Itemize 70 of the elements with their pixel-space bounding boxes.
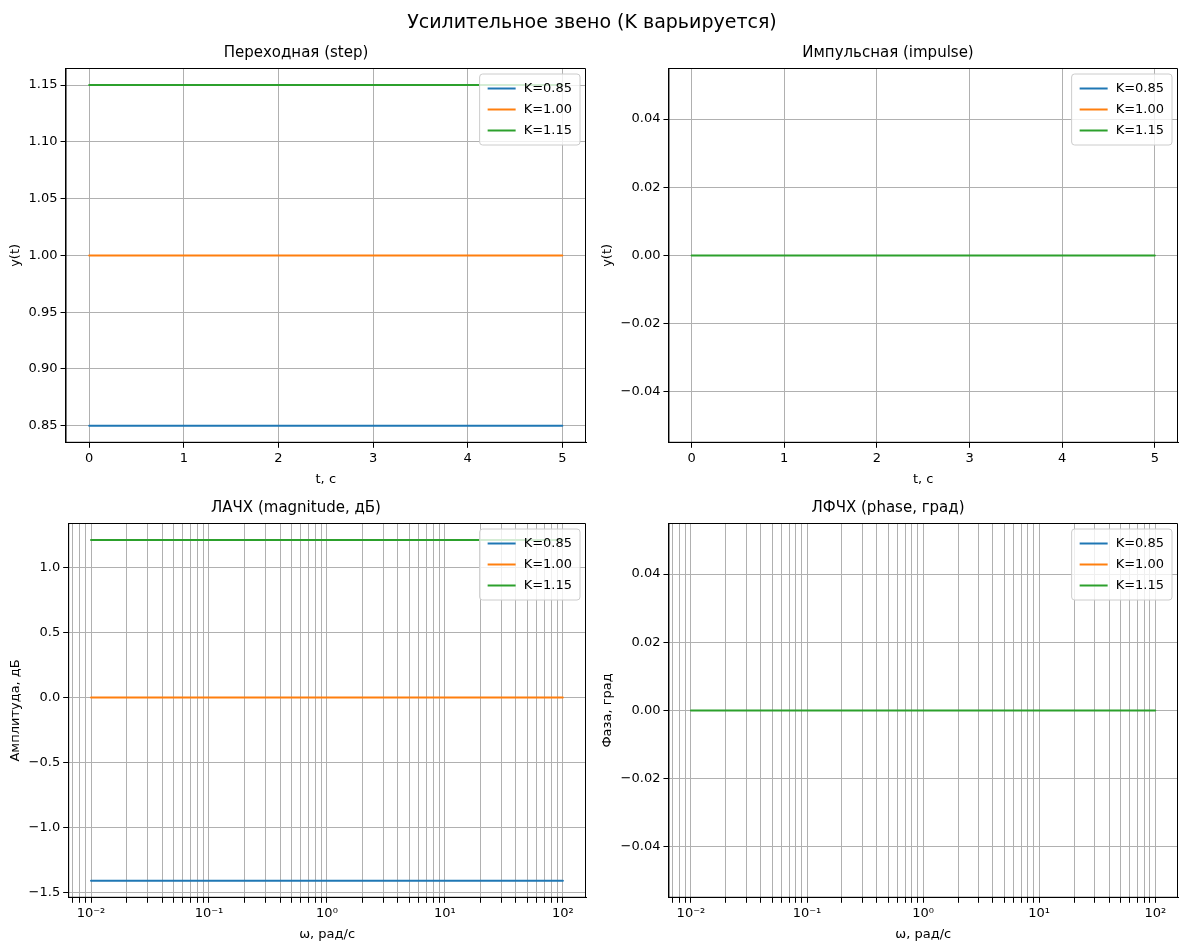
y-tick-label: −0.04 bbox=[620, 838, 661, 854]
y-tick-label: 0.04 bbox=[631, 565, 661, 581]
y-tick-label: 1.0 bbox=[39, 559, 61, 575]
x-tick-label: 4 bbox=[463, 449, 472, 465]
x-tick-label: 2 bbox=[274, 449, 283, 465]
y-tick-label: 1.15 bbox=[28, 76, 58, 92]
x-tick-label: 4 bbox=[1058, 449, 1067, 465]
chart-title: Импульсная (impulse) bbox=[802, 42, 974, 61]
y-tick-label: 0.00 bbox=[631, 246, 661, 262]
x-tick-label: 0 bbox=[85, 449, 94, 465]
legend-label: K=1.00 bbox=[1115, 100, 1165, 116]
x-tick-label: 10⁻² bbox=[76, 904, 106, 920]
chart-title: Переходная (step) bbox=[223, 42, 369, 61]
legend-label: K=0.85 bbox=[523, 534, 573, 550]
y-tick-label: −0.5 bbox=[28, 753, 61, 769]
y-tick-label: 0.00 bbox=[631, 701, 661, 717]
legend-label: K=0.85 bbox=[523, 79, 573, 95]
legend-label: K=1.00 bbox=[1115, 555, 1165, 571]
y-tick-label: 0.0 bbox=[39, 688, 61, 704]
y-tick-label: 0.04 bbox=[631, 110, 661, 126]
legend-label: K=1.15 bbox=[1115, 121, 1165, 137]
text: Усилительное звено (K варьируется) bbox=[406, 9, 778, 34]
legend-label: K=1.15 bbox=[523, 121, 573, 137]
y-tick-label: 0.85 bbox=[28, 417, 58, 433]
y-tick-label: −1.5 bbox=[28, 883, 61, 899]
x-tick-label: 10² bbox=[552, 904, 574, 920]
x-tick-label: 10¹ bbox=[1028, 904, 1051, 920]
x-axis-title: ω, рад/с bbox=[299, 925, 356, 941]
y-tick-label: 0.02 bbox=[631, 178, 661, 194]
x-tick-label: 5 bbox=[1150, 449, 1159, 465]
y-axis-title: Фаза, град bbox=[599, 673, 615, 748]
y-tick-label: 1.00 bbox=[28, 246, 58, 262]
x-axis-title: ω, рад/с bbox=[895, 925, 952, 941]
x-tick-label: 10⁰ bbox=[316, 904, 338, 920]
y-tick-label: 1.10 bbox=[28, 133, 58, 149]
y-tick-label: 0.02 bbox=[631, 633, 661, 649]
x-tick-label: 1 bbox=[780, 449, 789, 465]
legend-label: K=1.00 bbox=[523, 100, 573, 116]
y-tick-label: 1.05 bbox=[28, 189, 58, 205]
x-axis-title: t, с bbox=[912, 470, 934, 486]
legend-label: K=1.15 bbox=[523, 576, 573, 592]
y-tick-label: −0.04 bbox=[620, 383, 661, 399]
y-tick-label: 0.90 bbox=[28, 360, 58, 376]
x-tick-label: 3 bbox=[965, 449, 974, 465]
x-tick-label: 10⁰ bbox=[912, 904, 934, 920]
legend-label: K=1.15 bbox=[1115, 576, 1165, 592]
x-tick-label: 2 bbox=[872, 449, 882, 465]
x-tick-label: 10⁻¹ bbox=[194, 904, 224, 920]
y-tick-label: −0.02 bbox=[620, 769, 661, 785]
y-axis-title: y(t) bbox=[599, 243, 615, 267]
chart-title: ЛФЧХ (phase, град) bbox=[811, 497, 965, 516]
y-axis-title: Амплитуда, дБ bbox=[7, 659, 23, 762]
x-tick-label: 10² bbox=[1144, 904, 1167, 920]
chart-title: ЛАЧХ (magnitude, дБ) bbox=[211, 497, 381, 516]
x-tick-label: 10⁻² bbox=[676, 904, 706, 920]
y-tick-label: −0.02 bbox=[620, 314, 661, 330]
x-tick-label: 10⁻¹ bbox=[792, 904, 822, 920]
x-tick-label: 0 bbox=[687, 449, 696, 465]
x-tick-label: 5 bbox=[558, 449, 567, 465]
x-tick-label: 3 bbox=[368, 449, 378, 465]
legend-label: K=0.85 bbox=[1115, 534, 1165, 550]
x-axis-title: t, с bbox=[315, 470, 337, 486]
x-tick-label: 10¹ bbox=[434, 904, 456, 920]
legend-label: K=1.00 bbox=[523, 555, 573, 571]
x-tick-label: 1 bbox=[179, 449, 188, 465]
y-tick-label: 0.5 bbox=[39, 624, 61, 640]
legend-label: K=0.85 bbox=[1115, 79, 1165, 95]
y-tick-label: 0.95 bbox=[28, 303, 58, 319]
y-axis-title: y(t) bbox=[7, 243, 23, 267]
y-tick-label: −1.0 bbox=[28, 818, 61, 834]
